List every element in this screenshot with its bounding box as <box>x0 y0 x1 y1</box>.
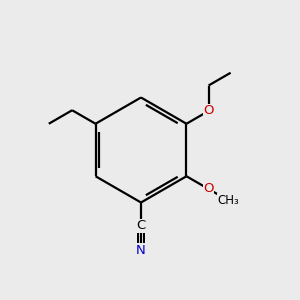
Text: N: N <box>136 244 146 257</box>
Text: C: C <box>136 219 146 232</box>
Text: O: O <box>203 104 214 118</box>
Text: O: O <box>203 182 214 196</box>
Text: CH₃: CH₃ <box>217 194 239 207</box>
